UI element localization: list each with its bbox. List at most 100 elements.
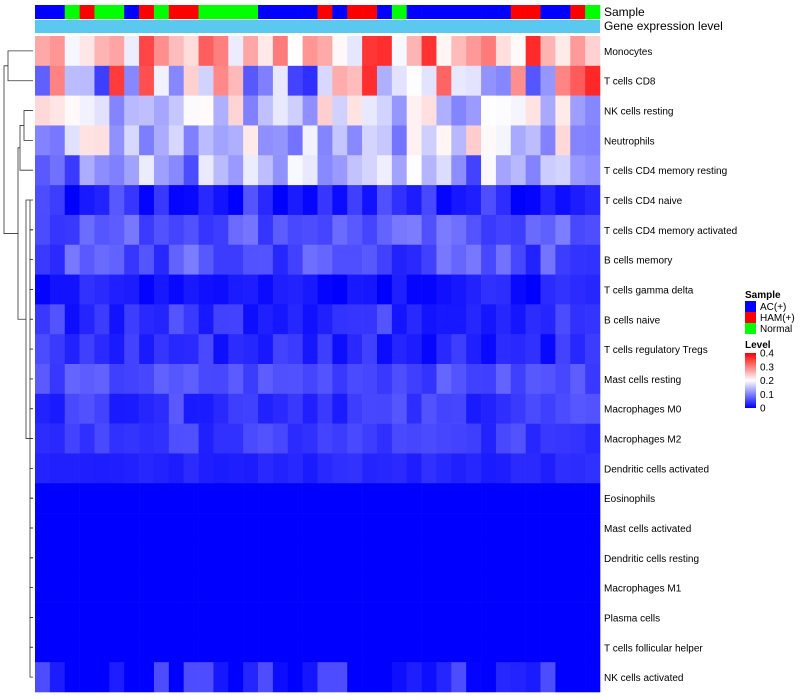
- dendrogram-link: [29, 259, 33, 290]
- heatmap-cell: [139, 95, 155, 126]
- sample-annotation-track: [35, 5, 601, 19]
- heatmap-cell: [376, 513, 393, 544]
- legend-level-ticks: 0.4 0.3 0.2 0.1 0: [760, 349, 774, 415]
- heatmap-cell: [495, 36, 512, 67]
- heatmap-cell: [109, 334, 125, 365]
- heatmap-cell: [391, 244, 408, 275]
- dendrogram-link: [17, 147, 26, 320]
- heatmap-cell: [228, 304, 244, 335]
- heatmap-cell: [376, 542, 393, 574]
- heatmap-cell: [332, 483, 348, 514]
- heatmap-cell: [183, 65, 199, 96]
- heatmap-cell: [540, 274, 556, 305]
- heatmap-cell: [183, 542, 199, 574]
- heatmap-cell: [585, 274, 601, 305]
- legend: Sample AC(+)HAM(+)Normal Level 0.4 0.3 0.2…: [745, 290, 795, 415]
- heatmap-cell: [109, 483, 125, 514]
- heatmap-cell: [49, 542, 66, 574]
- heatmap-cell: [64, 125, 80, 156]
- heatmap-cell: [49, 632, 66, 663]
- heatmap-cell: [555, 65, 571, 96]
- heatmap-cell: [35, 36, 51, 67]
- heatmap-cell: [258, 393, 274, 424]
- heatmap-cell: [213, 185, 229, 216]
- heatmap-cell: [570, 36, 586, 67]
- heatmap-cell: [287, 662, 303, 693]
- heatmap-cell: [35, 632, 51, 663]
- heatmap-cell: [495, 453, 512, 484]
- legend-level-tick: 0.3: [760, 362, 774, 373]
- heatmap-cell: [451, 423, 467, 454]
- heatmap-cell: [139, 513, 155, 544]
- heatmap-cell: [302, 65, 318, 96]
- heatmap-cell: [525, 274, 541, 305]
- heatmap-cell: [287, 95, 303, 126]
- heatmap-cell: [481, 364, 497, 395]
- heatmap-cell: [451, 662, 467, 693]
- sample-cell-ac: [421, 5, 437, 19]
- heatmap-cell: [436, 483, 452, 514]
- heatmap-cell: [570, 572, 586, 603]
- heatmap-cell: [94, 155, 110, 186]
- heatmap-cell: [466, 483, 482, 514]
- heatmap-cell: [555, 155, 571, 186]
- heatmap-cell: [79, 483, 95, 514]
- heatmap-cell: [332, 214, 348, 246]
- heatmap-cell: [406, 662, 422, 693]
- heatmap-cell: [153, 393, 170, 424]
- heatmap-cell: [332, 513, 348, 544]
- heatmap-cell: [436, 334, 452, 365]
- heatmap-cell: [347, 185, 363, 216]
- heatmap-cell: [287, 542, 303, 574]
- heatmap-cell: [466, 95, 482, 126]
- heatmap-cell: [258, 185, 274, 216]
- heatmap-cell: [213, 36, 229, 67]
- heatmap-cell: [109, 453, 125, 484]
- heatmap-cell: [481, 125, 497, 156]
- heatmap-cell: [525, 513, 541, 544]
- heatmap-cell: [243, 304, 259, 335]
- heatmap-cell: [421, 185, 437, 216]
- heatmap-cell: [168, 602, 184, 633]
- heatmap-cell: [258, 662, 274, 693]
- heatmap-cell: [228, 65, 244, 96]
- heatmap-cell: [124, 155, 140, 186]
- heatmap-cell: [168, 483, 184, 514]
- heatmap-cell: [555, 423, 571, 454]
- heatmap-cell: [570, 513, 586, 544]
- heatmap-cell: [213, 274, 229, 305]
- heatmap-cell: [258, 364, 274, 395]
- heatmap-cell: [287, 274, 303, 305]
- row-label: T cells follicular helper: [604, 643, 703, 654]
- heatmap-cell: [35, 304, 51, 335]
- heatmap-cell: [109, 274, 125, 305]
- heatmap-cell: [94, 185, 110, 216]
- heatmap-cell: [436, 602, 452, 633]
- heatmap-cell: [35, 334, 51, 365]
- heatmap-cell: [168, 364, 184, 395]
- heatmap-cell: [168, 185, 184, 216]
- heatmap-cell: [495, 125, 512, 156]
- heatmap-cell: [109, 572, 125, 603]
- heatmap-cell: [64, 453, 80, 484]
- heatmap-cell: [317, 304, 333, 335]
- heatmap-cell: [376, 453, 393, 484]
- heatmap-cell: [317, 95, 333, 126]
- heatmap-cell: [481, 542, 497, 574]
- heatmap-cell: [168, 453, 184, 484]
- heatmap-cell: [391, 274, 408, 305]
- heatmap-cell: [64, 364, 80, 395]
- heatmap-cell: [421, 214, 437, 246]
- heatmap-cell: [525, 453, 541, 484]
- heatmap-cell: [272, 364, 289, 395]
- heatmap-cell: [362, 423, 378, 454]
- gene-expression-track-label: Gene expression level: [604, 19, 723, 33]
- heatmap-cell: [510, 364, 526, 395]
- heatmap-cell: [436, 185, 452, 216]
- heatmap-cell: [168, 423, 184, 454]
- heatmap-cell: [79, 304, 95, 335]
- heatmap-cell: [94, 334, 110, 365]
- heatmap-cell: [570, 65, 586, 96]
- sample-cell-ac: [540, 5, 556, 19]
- heatmap-cell: [228, 453, 244, 484]
